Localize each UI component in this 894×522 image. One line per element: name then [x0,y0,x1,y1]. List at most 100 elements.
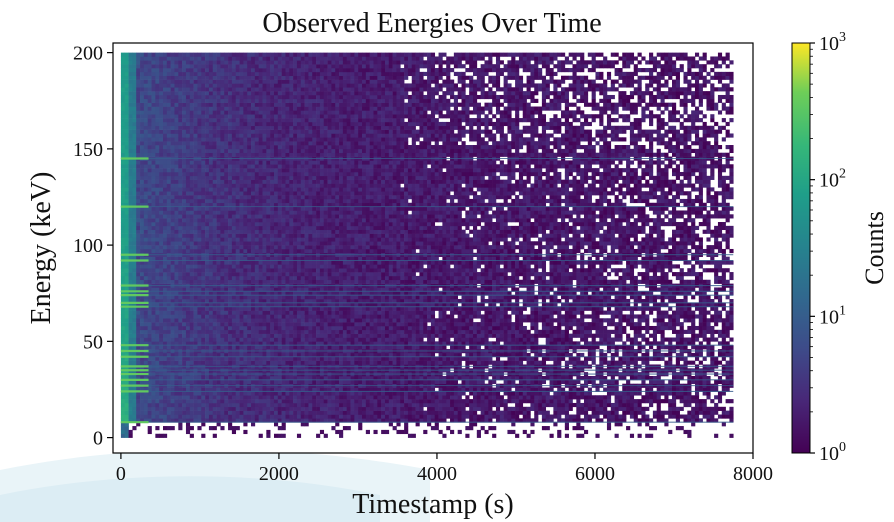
heatmap-cell [216,237,221,242]
heatmap-cell [147,395,152,400]
heatmap-cell [262,268,267,273]
heatmap-cell [243,129,248,134]
heatmap-cell [293,406,298,411]
heatmap-cell [159,341,164,346]
heatmap-cell [270,175,275,180]
heatmap-cell [285,256,290,261]
heatmap-cell [316,341,321,346]
heatmap-cell [289,345,294,350]
heatmap-cell [266,279,271,284]
heatmap-cell [277,121,282,127]
heatmap-cell [258,187,263,192]
heatmap-cell [132,387,137,392]
heatmap-cell [155,214,160,219]
heatmap-cell [182,187,187,192]
heatmap-cell [166,291,171,296]
heatmap-cell [136,175,141,180]
heatmap-cell [258,291,263,296]
heatmap-cell [300,314,305,319]
heatmap-cell [300,75,305,80]
heatmap-cell [136,102,141,107]
heatmap-cell [143,222,148,227]
heatmap-cell [197,125,202,130]
heatmap-cell [304,356,309,361]
heatmap-cell [197,233,202,238]
heatmap-cell [247,272,252,277]
heatmap-cell [193,222,198,227]
heatmap-cell [270,402,275,408]
heatmap-cell [300,71,305,77]
heatmap-cell [243,345,248,350]
heatmap-cell [228,71,233,77]
heatmap-cell [235,333,240,338]
heatmap-cell [189,229,194,234]
heatmap-cell [216,210,221,215]
heatmap-cell [189,279,194,284]
heatmap-cell [197,222,202,227]
heatmap-cell [205,175,210,180]
heatmap-cell [281,402,286,408]
heatmap-cell [308,325,313,331]
heatmap-cell [197,118,202,123]
heatmap-cell [277,391,282,396]
heatmap-cell [132,175,137,180]
heatmap-cell [201,91,206,96]
heatmap-cell [151,168,156,173]
heatmap-cell [147,272,152,277]
heatmap-cell [143,387,148,392]
heatmap-cell [189,337,194,342]
heatmap-cell [208,152,214,157]
heatmap-cell [208,264,214,269]
heatmap-cell [193,137,198,142]
heatmap-cell [285,237,290,242]
heatmap-cell [316,325,321,331]
heatmap-cell [254,329,259,334]
heatmap-cell [312,148,317,154]
heatmap-cell [128,376,133,381]
heatmap-cell [300,287,305,292]
heatmap-cell [208,406,214,411]
heatmap-cell [293,310,298,315]
heatmap-cell [193,268,198,273]
heatmap-cell [231,410,237,415]
heatmap-cell [208,310,214,315]
heatmap-cell [185,406,191,411]
heatmap-cell [166,83,171,88]
heatmap-cell [189,145,194,150]
heatmap-cell [231,160,237,165]
heatmap-cell [316,310,321,315]
heatmap-cell [193,206,198,211]
heatmap-cell [155,310,160,315]
heatmap-cell [170,218,175,223]
heatmap-cell [262,410,267,415]
heatmap-cell [216,356,221,361]
heatmap-cell [140,329,145,334]
heatmap-cell [251,183,256,188]
heatmap-cell [281,314,286,319]
heatmap-cell [163,399,168,404]
heatmap-cell [174,245,179,250]
heatmap-cell [270,83,275,88]
heatmap-cell [205,391,210,396]
heatmap-cell [312,287,317,292]
heatmap-cell [312,52,317,57]
heatmap-cell [254,414,259,419]
heatmap-cell [185,233,191,238]
heatmap-cell [120,218,126,223]
heatmap-cell [140,291,145,296]
heatmap-cell [285,222,290,227]
heatmap-cell [136,337,141,342]
heatmap-cell [151,214,156,219]
heatmap-cell [128,160,133,165]
heatmap-cell [128,56,133,61]
heatmap-cell [254,325,259,331]
heatmap-cell [243,318,248,323]
heatmap-cell [243,299,248,304]
heatmap-cell [212,395,217,400]
heatmap-cell [182,75,187,80]
heatmap-cell [277,152,282,157]
heatmap-cell [208,191,214,196]
heatmap-cell [132,426,137,431]
heatmap-cell [235,225,240,231]
heatmap-cell [247,64,252,69]
